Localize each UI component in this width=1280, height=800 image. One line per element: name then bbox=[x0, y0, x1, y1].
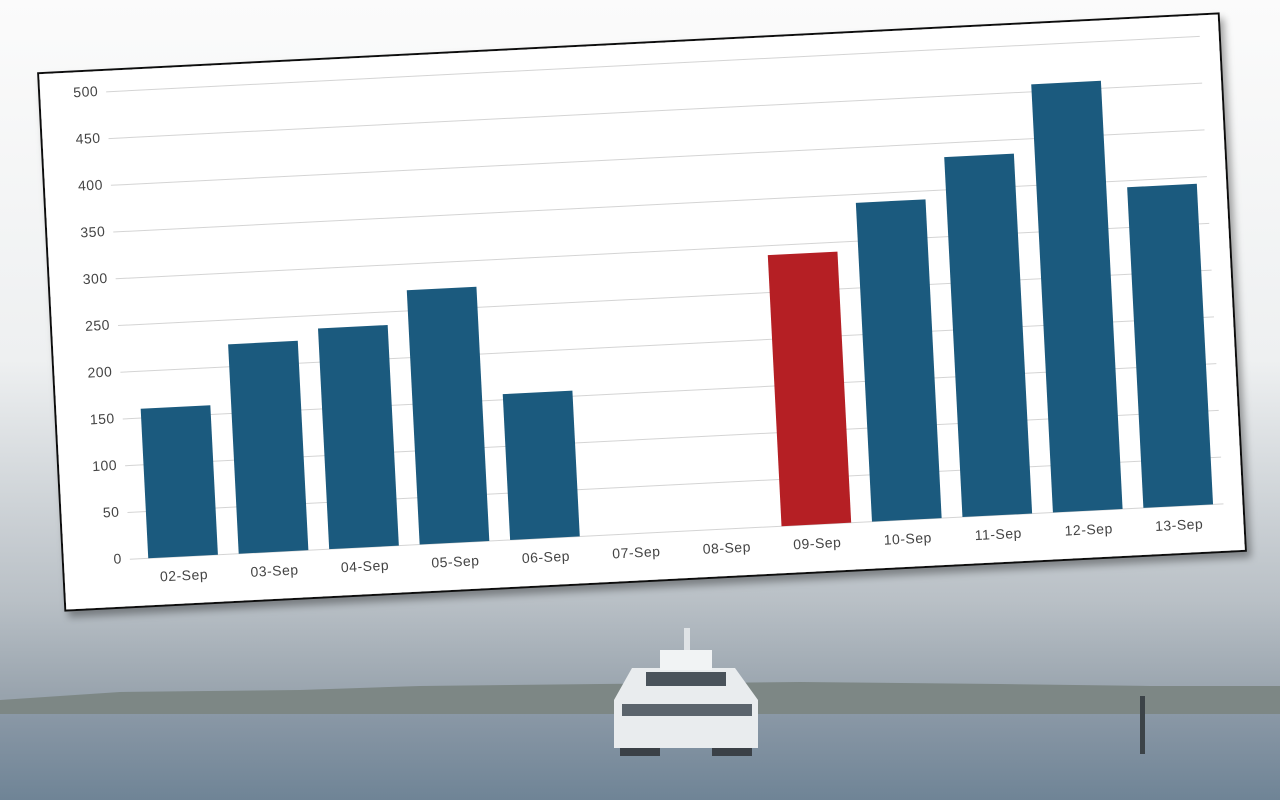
grid-line bbox=[125, 409, 1219, 467]
y-tick-label: 200 bbox=[87, 363, 113, 380]
channel-marker bbox=[1140, 696, 1145, 754]
bar bbox=[228, 340, 309, 554]
bar bbox=[318, 324, 399, 550]
grid-line bbox=[115, 222, 1210, 280]
y-tick-label: 100 bbox=[92, 457, 118, 474]
y-tick-label: 250 bbox=[85, 317, 111, 334]
y-tick-label: 350 bbox=[80, 223, 106, 240]
grid-line bbox=[117, 269, 1212, 327]
y-tick-label: 400 bbox=[78, 176, 104, 193]
bar bbox=[855, 199, 942, 522]
x-tick-label: 02-Sep bbox=[160, 566, 209, 584]
grid-line bbox=[108, 82, 1203, 140]
bar bbox=[502, 390, 580, 540]
x-tick-label: 06-Sep bbox=[521, 548, 570, 566]
y-tick-label: 500 bbox=[73, 83, 99, 100]
x-tick-label: 12-Sep bbox=[1064, 520, 1113, 538]
x-tick-label: 08-Sep bbox=[702, 539, 751, 557]
ferry bbox=[614, 628, 758, 756]
bar bbox=[1031, 80, 1123, 513]
bar bbox=[1127, 183, 1214, 508]
bar bbox=[944, 153, 1033, 518]
grid-line bbox=[129, 503, 1224, 560]
x-tick-label: 10-Sep bbox=[883, 529, 932, 547]
y-tick-label: 50 bbox=[102, 504, 119, 521]
x-tick-label: 03-Sep bbox=[250, 561, 299, 579]
grid-line bbox=[113, 176, 1207, 233]
x-tick-label: 13-Sep bbox=[1155, 516, 1204, 534]
x-tick-label: 11-Sep bbox=[974, 525, 1022, 543]
bar bbox=[767, 251, 852, 527]
y-tick-label: 0 bbox=[113, 550, 122, 566]
grid-line bbox=[106, 35, 1200, 93]
y-tick-label: 150 bbox=[89, 410, 115, 427]
y-tick-label: 450 bbox=[75, 130, 101, 147]
y-tick-label: 300 bbox=[82, 270, 108, 287]
chart: 0 50 100 150 200 250 300 350 400 450 500 02-Sep 03-S… bbox=[37, 12, 1247, 612]
grid-line bbox=[110, 129, 1205, 186]
bar bbox=[140, 405, 218, 559]
x-tick-label: 09-Sep bbox=[793, 534, 842, 552]
x-tick-label: 05-Sep bbox=[431, 552, 480, 570]
bar bbox=[406, 286, 490, 545]
x-tick-label: 07-Sep bbox=[612, 543, 661, 561]
grid-line bbox=[127, 456, 1222, 513]
grid-line bbox=[122, 363, 1217, 420]
grid-line bbox=[120, 316, 1215, 373]
x-tick-label: 04-Sep bbox=[341, 557, 390, 575]
